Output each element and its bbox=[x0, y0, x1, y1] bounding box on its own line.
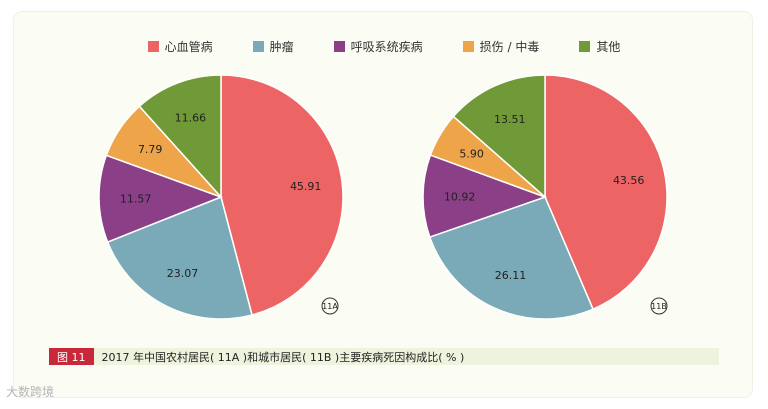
legend-label: 其他 bbox=[596, 40, 621, 54]
panel-label: 11A bbox=[322, 302, 338, 311]
panel-label: 11B bbox=[651, 302, 667, 311]
legend-swatch bbox=[333, 41, 345, 52]
legend-swatch bbox=[252, 41, 264, 52]
legend-swatch bbox=[579, 41, 591, 52]
panel-label-circle bbox=[650, 297, 668, 315]
slice-value-label: 26.11 bbox=[495, 269, 527, 282]
legend-item: 肿瘤 bbox=[252, 38, 294, 55]
legend-label: 呼吸系统疾病 bbox=[350, 40, 423, 54]
pie-slice bbox=[428, 196, 595, 320]
legend-swatch bbox=[462, 41, 474, 52]
slice-value-label: 10.92 bbox=[444, 190, 476, 203]
pie-slice bbox=[544, 74, 668, 311]
legend-label: 损伤 / 中毒 bbox=[479, 40, 540, 54]
slice-value-label: 43.56 bbox=[613, 174, 645, 187]
pie-slice bbox=[98, 154, 224, 244]
legend-swatch bbox=[147, 41, 159, 52]
legend-item: 心血管病 bbox=[147, 38, 213, 55]
legend-item: 损伤 / 中毒 bbox=[462, 38, 540, 55]
slice-value-label: 13.51 bbox=[494, 113, 526, 126]
pie-slice bbox=[106, 195, 253, 320]
slice-value-label: 11.57 bbox=[120, 192, 152, 205]
pie-slice bbox=[220, 74, 344, 316]
watermark: 大数跨境 bbox=[6, 385, 55, 399]
slice-value-label: 5.90 bbox=[459, 147, 484, 160]
pie-slice bbox=[452, 74, 546, 199]
legend-label: 心血管病 bbox=[164, 40, 213, 54]
pie-slice bbox=[422, 154, 548, 239]
slice-value-label: 11.66 bbox=[175, 111, 207, 124]
legend: 心血管病 肿瘤 呼吸系统疾病 损伤 / 中毒 其他 bbox=[0, 38, 768, 55]
slice-value-label: 23.07 bbox=[167, 267, 199, 280]
legend-label: 肿瘤 bbox=[269, 40, 294, 54]
pie-slice bbox=[138, 74, 222, 199]
panel-label-circle bbox=[321, 297, 339, 315]
legend-item: 呼吸系统疾病 bbox=[333, 38, 423, 55]
caption-text: 2017 年中国农村居民( 11A )和城市居民( 11B )主要疾病死因构成比… bbox=[101, 350, 465, 364]
legend-item: 其他 bbox=[579, 38, 620, 55]
slice-value-label: 45.91 bbox=[290, 180, 322, 193]
figure-caption: 图 11 2017 年中国农村居民( 11A )和城市居民( 11B )主要疾病… bbox=[49, 348, 719, 365]
slice-value-label: 7.79 bbox=[138, 143, 163, 156]
figure-tag: 图 11 bbox=[49, 348, 94, 365]
